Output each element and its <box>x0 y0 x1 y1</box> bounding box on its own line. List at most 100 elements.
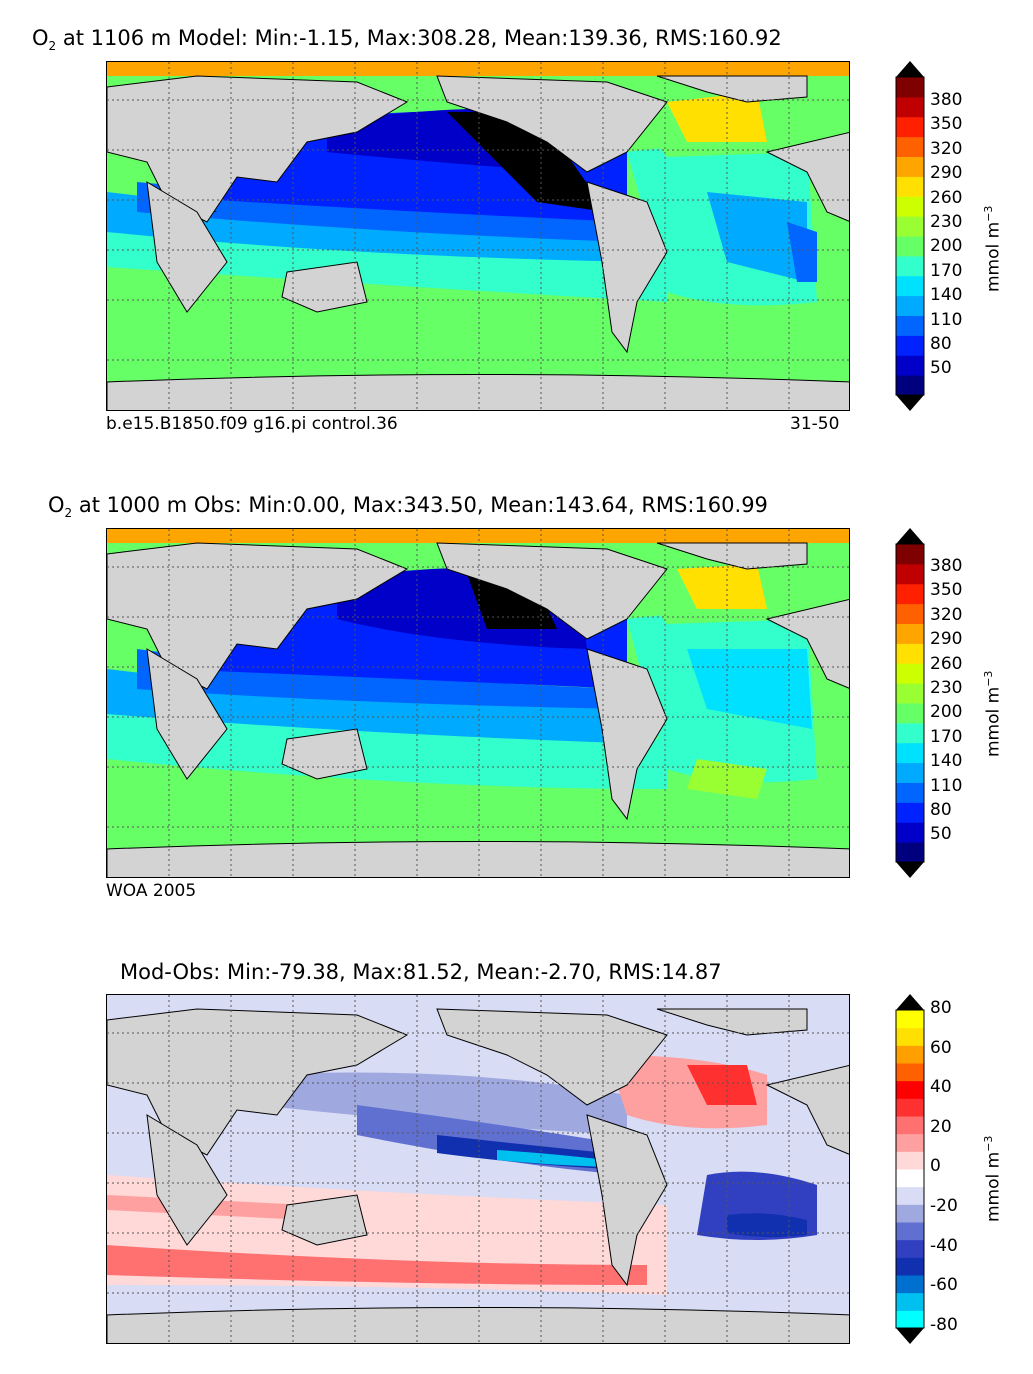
colorbar-segment <box>896 1133 924 1152</box>
colorbar-segment <box>896 335 924 356</box>
colorbar-segment <box>896 255 924 277</box>
colorbar-segment <box>896 544 924 565</box>
colorbar-segment <box>896 136 924 157</box>
colorbar-segment <box>896 1116 924 1135</box>
colorbar-tick-label: 260 <box>930 187 963 208</box>
colorbar-segment <box>896 802 924 823</box>
colorbar-tick-label: 60 <box>930 1037 952 1058</box>
colorbar-segment <box>896 663 924 684</box>
colorbar-segment <box>896 722 924 744</box>
colorbar-tick-label: 40 <box>930 1077 952 1098</box>
panel3-map <box>106 994 850 1344</box>
colorbar-segment <box>896 77 924 98</box>
colorbar-segment <box>896 1151 924 1170</box>
colorbar-tick-label: -20 <box>930 1196 958 1216</box>
colorbar-segment <box>896 1080 924 1099</box>
colorbar-tick-label: -60 <box>930 1275 958 1296</box>
colorbar-tick-label: -80 <box>930 1314 958 1335</box>
colorbar-tick-label: 80 <box>930 998 952 1018</box>
colorbar-segment <box>896 1169 924 1188</box>
colorbar-segment <box>896 1027 924 1046</box>
colorbar-tick-label: 380 <box>930 556 963 576</box>
colorbar-segment <box>896 1275 924 1294</box>
panel1-map <box>106 61 850 411</box>
colorbar-outline <box>895 76 925 396</box>
colorbar-segment <box>896 623 924 644</box>
colorbar-segment <box>896 643 924 664</box>
colorbar-segment <box>896 563 924 585</box>
colorbar-max-arrow <box>896 61 924 77</box>
colorbar-tick-label: 320 <box>930 138 963 159</box>
panel2-caption-left: WOA 2005 <box>106 881 197 901</box>
colorbar-tick-label: 230 <box>930 212 963 232</box>
colorbar-segment <box>896 683 924 704</box>
colorbar-segment <box>896 583 924 605</box>
colorbar-tick-label: 320 <box>930 604 963 625</box>
colorbar-segment <box>896 1204 924 1223</box>
colorbar-max-arrow <box>896 994 924 1010</box>
colorbar-tick-label: 350 <box>930 580 963 601</box>
colorbar-segment <box>896 216 924 237</box>
colorbar-tick-label: -40 <box>930 1235 958 1256</box>
colorbar-segment <box>896 96 924 118</box>
colorbar-segment <box>896 1063 924 1082</box>
colorbar-segment <box>896 822 924 843</box>
colorbar-tick-label: 50 <box>930 358 952 379</box>
panel2-map <box>106 528 850 878</box>
colorbar-tick-label: 110 <box>930 309 963 330</box>
colorbar-segment <box>896 1010 924 1029</box>
colorbar-tick-label: 380 <box>930 90 963 110</box>
colorbar-segment <box>896 116 924 138</box>
colorbar-segment <box>896 1045 924 1064</box>
colorbar-segment <box>896 236 924 257</box>
colorbar-outline <box>895 543 925 863</box>
colorbar-tick-label: 290 <box>930 629 963 650</box>
colorbar-tick-label: 170 <box>930 726 963 747</box>
colorbar-max-arrow <box>896 528 924 544</box>
colorbar-segment <box>896 315 924 336</box>
panel1-caption-left: b.e15.B1850.f09 g16.pi control.36 <box>106 414 398 434</box>
colorbar-min-arrow <box>896 862 924 878</box>
panel1-title: O2 at 1106 m Model: Min:-1.15, Max:308.2… <box>32 26 782 54</box>
colorbar-tick-label: 50 <box>930 824 952 845</box>
colorbar-tick-label: 110 <box>930 775 963 796</box>
panel3-title: Mod-Obs: Min:-79.38, Max:81.52, Mean:-2.… <box>120 960 722 984</box>
colorbar-segment <box>896 196 924 217</box>
colorbar-tick-label: 80 <box>930 800 952 820</box>
colorbar-segment <box>896 1222 924 1241</box>
colorbar-min-arrow <box>896 395 924 411</box>
colorbar-tick-label: 140 <box>930 751 963 772</box>
panel1-caption-right: 31-50 <box>790 414 840 434</box>
colorbar-segment <box>896 156 924 177</box>
colorbar-segment <box>896 1310 924 1329</box>
colorbar-tick-label: 80 <box>930 334 952 354</box>
colorbar-segment <box>896 1098 924 1117</box>
colorbar-tick-label: 0 <box>930 1156 941 1177</box>
colorbar-segment <box>896 176 924 197</box>
panel2-colorbar <box>895 528 925 878</box>
colorbar-segment <box>896 603 924 624</box>
colorbar-segment <box>896 782 924 803</box>
colorbar-segment <box>896 1239 924 1258</box>
colorbar-segment <box>896 355 924 376</box>
colorbar-outline <box>895 1009 925 1329</box>
panel1-colorbar <box>895 61 925 411</box>
colorbar-tick-label: 350 <box>930 114 963 135</box>
colorbar-segment <box>896 762 924 783</box>
panel3-units: mmol m−3 <box>982 1135 1004 1222</box>
colorbar-segment <box>896 742 924 764</box>
colorbar-segment <box>896 703 924 724</box>
colorbar-tick-label: 260 <box>930 653 963 674</box>
colorbar-segment <box>896 375 924 396</box>
colorbar-segment <box>896 842 924 863</box>
colorbar-segment <box>896 1186 924 1205</box>
colorbar-min-arrow <box>896 1328 924 1344</box>
panel2-title: O2 at 1000 m Obs: Min:0.00, Max:343.50, … <box>48 493 768 521</box>
colorbar-tick-label: 20 <box>930 1116 952 1137</box>
colorbar-tick-label: 170 <box>930 260 963 281</box>
panel3-colorbar <box>895 994 925 1344</box>
colorbar-tick-label: 230 <box>930 678 963 698</box>
colorbar-tick-label: 200 <box>930 236 963 257</box>
colorbar-segment <box>896 1292 924 1311</box>
panel2-units: mmol m−3 <box>982 670 1004 757</box>
